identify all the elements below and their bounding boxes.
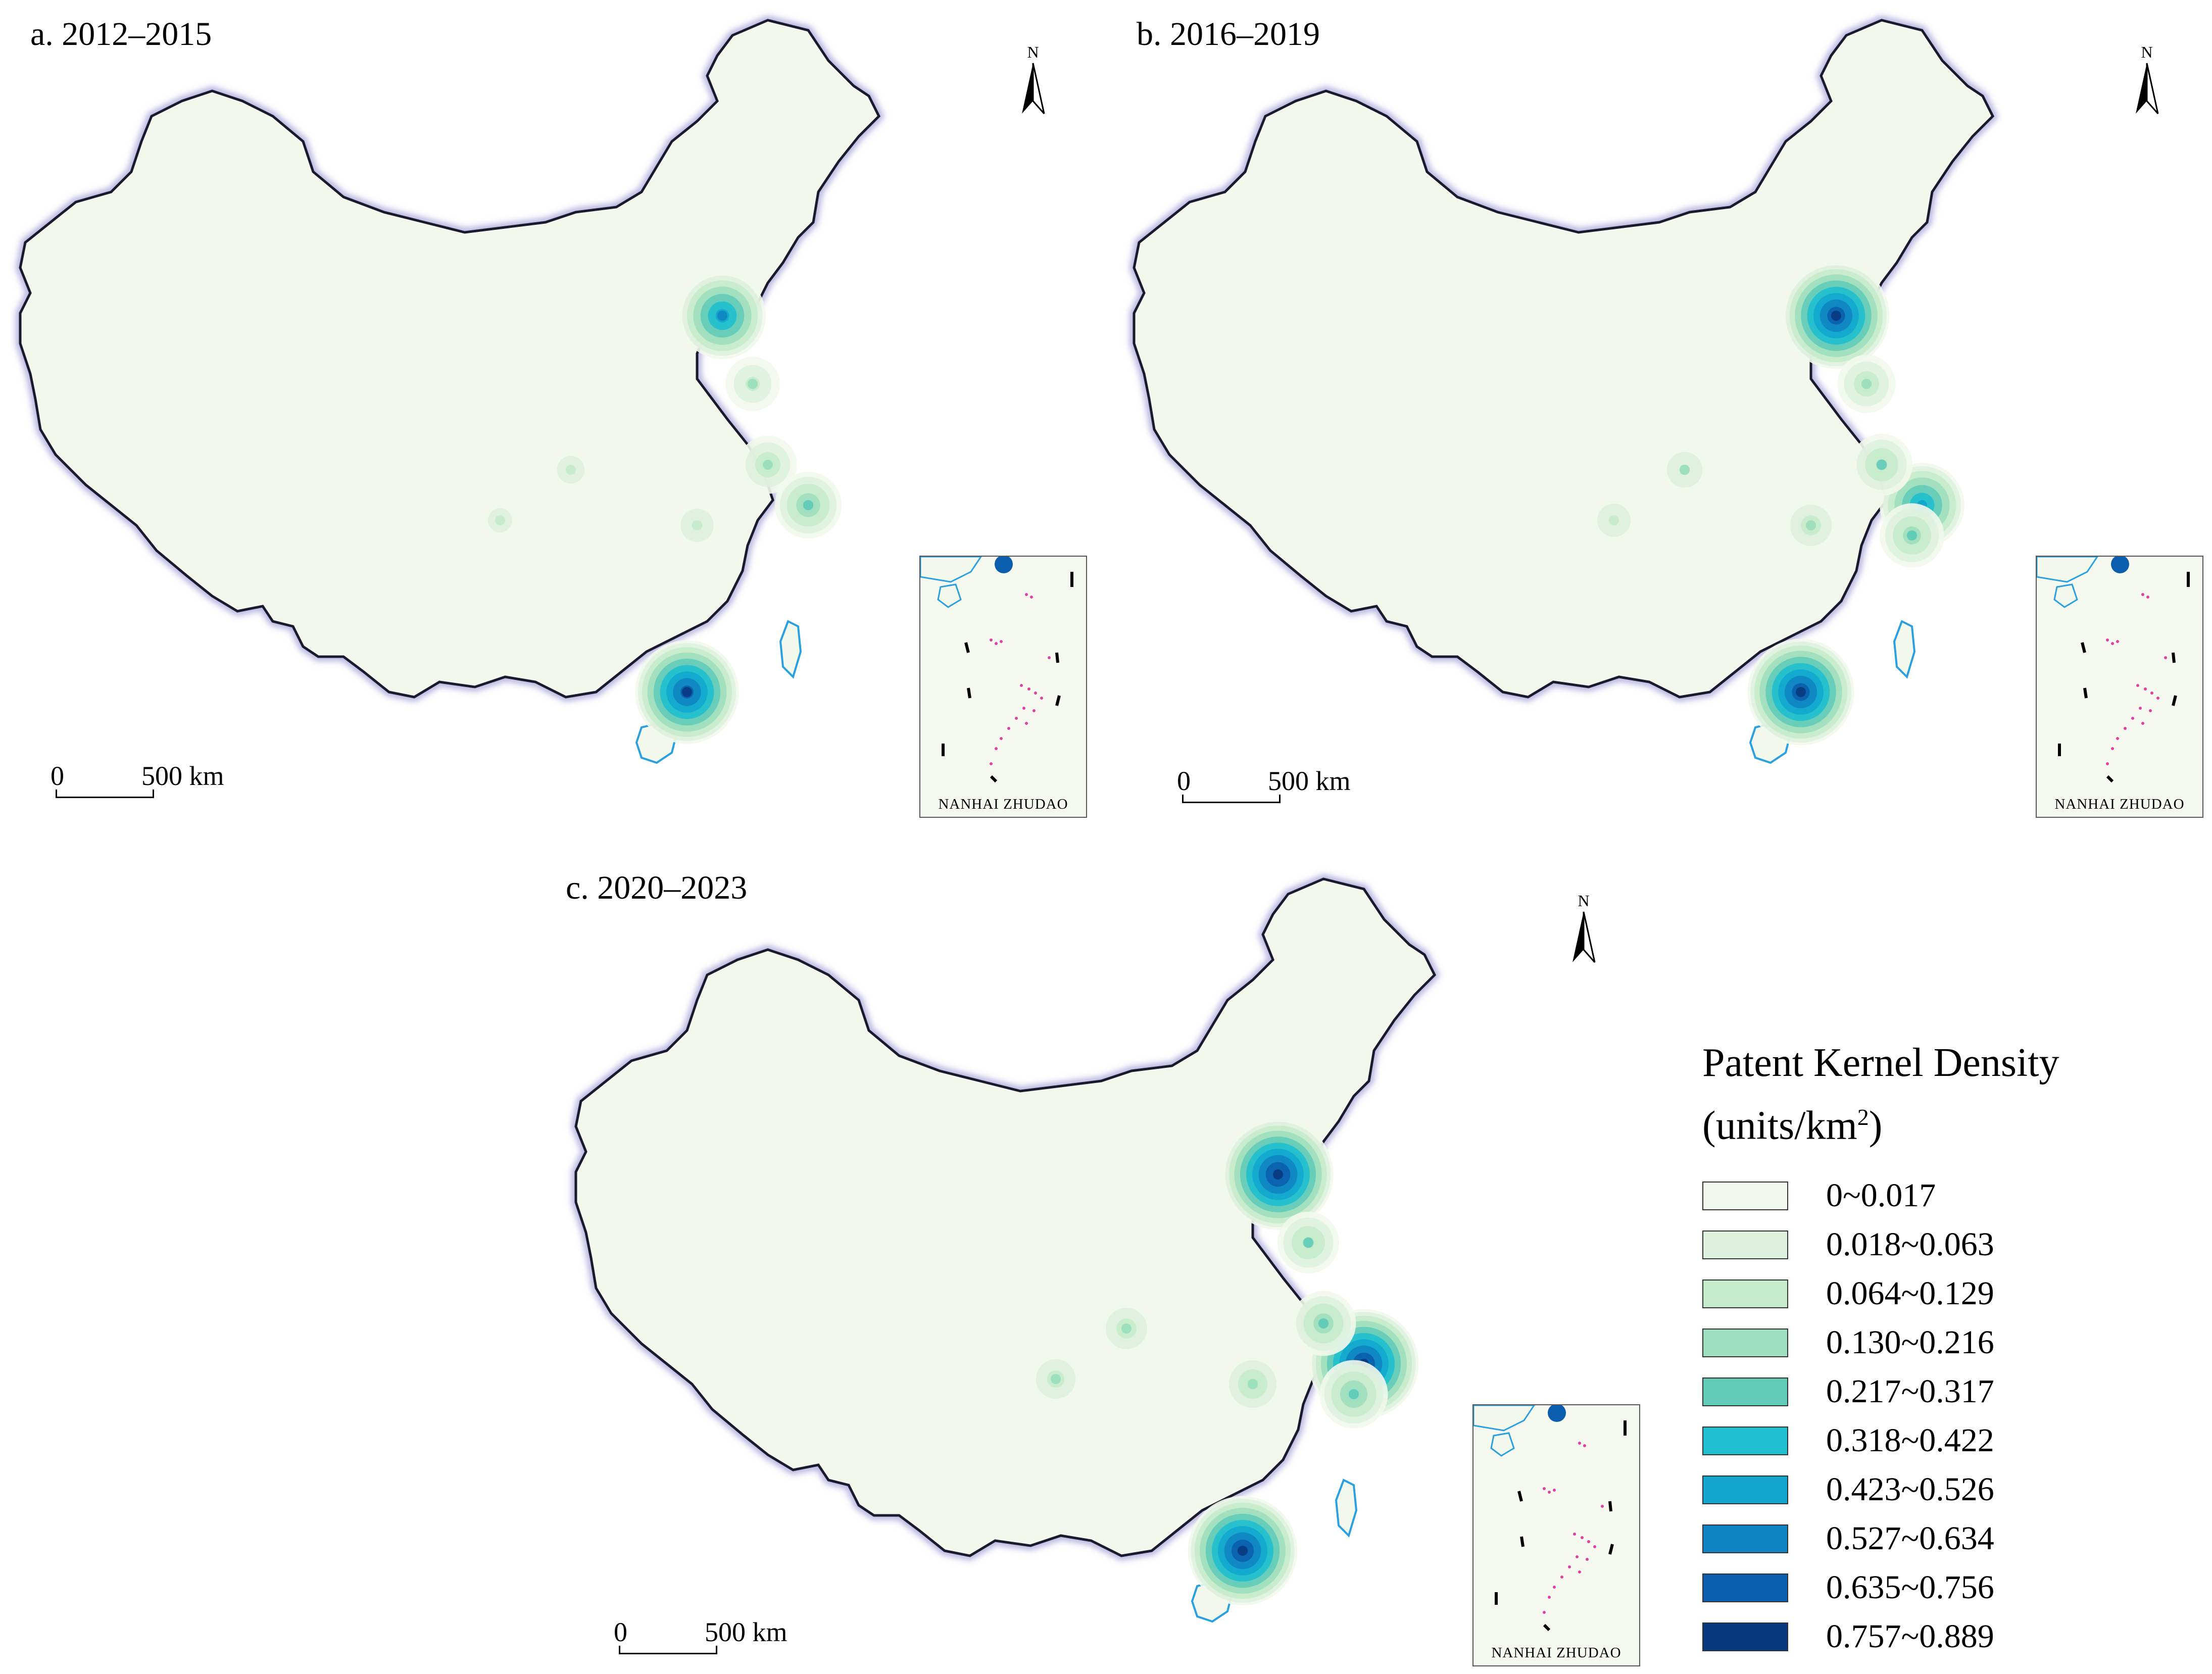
density-hotspot	[748, 379, 758, 389]
legend-item: 0.018~0.063	[1702, 1220, 2157, 1269]
panel-title-a: a. 2012–2015	[30, 16, 212, 53]
density-hotspot	[1806, 520, 1816, 530]
legend-label: 0.635~0.756	[1826, 1569, 1994, 1606]
legend-label: 0.018~0.063	[1826, 1226, 1994, 1263]
south-china-sea-inset: NANHAI ZHUDAO	[2036, 556, 2203, 818]
legend-swatch	[1702, 1181, 1788, 1210]
legend-swatch	[1702, 1377, 1788, 1406]
legend-swatch	[1702, 1475, 1788, 1504]
legend-item: 0.217~0.317	[1702, 1367, 2157, 1416]
legend-swatch	[1702, 1573, 1788, 1602]
map-panel-a	[20, 20, 879, 764]
north-arrow-icon: N	[1018, 43, 1048, 119]
legend-title-line2: (units/km2)	[1702, 1103, 1883, 1148]
density-hotspot	[1121, 1323, 1132, 1334]
map-panel-b	[1134, 20, 1993, 764]
density-hotspot	[1861, 379, 1872, 389]
scale-bar: 0 500 km	[604, 1616, 788, 1662]
density-hotspot	[692, 520, 702, 530]
map-panel-c	[576, 879, 1435, 1622]
legend-item: 0.635~0.756	[1702, 1563, 2157, 1612]
south-china-sea-inset: NANHAI ZHUDAO	[919, 556, 1087, 818]
scale-end-label: 500 km	[705, 1617, 788, 1647]
legend-title: Patent Kernel Density (units/km2)	[1702, 1036, 2157, 1153]
density-hotspot	[1273, 1169, 1283, 1179]
legend-label: 0.130~0.216	[1826, 1324, 1994, 1361]
density-hotspot	[1303, 1238, 1313, 1248]
legend-label: 0~0.017	[1826, 1177, 1936, 1214]
legend-label: 0.757~0.889	[1826, 1618, 1994, 1655]
scale-end-label: 500 km	[1268, 766, 1351, 796]
scale-bar: 0 500 km	[40, 760, 224, 806]
legend-label: 0.064~0.129	[1826, 1275, 1994, 1312]
density-hotspot	[682, 687, 692, 697]
density-hotspot	[1877, 460, 1887, 470]
density-hotspot	[1248, 1379, 1258, 1389]
north-arrow-icon: N	[1568, 892, 1599, 967]
legend: Patent Kernel Density (units/km2) 0~0.01…	[1702, 1036, 2157, 1661]
scale-bar: 0 500 km	[1167, 765, 1351, 811]
legend-item: 0.064~0.129	[1702, 1269, 2157, 1318]
legend-swatch	[1702, 1622, 1788, 1651]
north-label: N	[1578, 892, 1590, 910]
density-hotspot	[495, 515, 505, 525]
density-hotspot	[1318, 1318, 1329, 1328]
density-hotspot	[1831, 311, 1841, 321]
legend-label: 0.318~0.422	[1826, 1422, 1994, 1459]
legend-title-line1: Patent Kernel Density	[1702, 1041, 2059, 1085]
density-hotspot	[1349, 1389, 1359, 1399]
density-hotspot	[1609, 515, 1619, 525]
inset-caption: NANHAI ZHUDAO	[938, 796, 1068, 812]
inset-caption: NANHAI ZHUDAO	[2054, 796, 2185, 812]
legend-swatch	[1702, 1524, 1788, 1553]
legend-item: 0.527~0.634	[1702, 1514, 2157, 1563]
legend-item: 0~0.017	[1702, 1171, 2157, 1220]
legend-swatch	[1702, 1328, 1788, 1357]
density-hotspot	[803, 500, 813, 510]
legend-label: 0.217~0.317	[1826, 1373, 1994, 1410]
density-hotspot	[1051, 1374, 1061, 1384]
scale-start-label: 0	[1177, 766, 1191, 796]
legend-swatch	[1702, 1230, 1788, 1259]
legend-item: 0.423~0.526	[1702, 1465, 2157, 1514]
density-hotspot	[566, 465, 576, 475]
legend-label: 0.527~0.634	[1826, 1520, 1994, 1557]
legend-item: 0.130~0.216	[1702, 1318, 2157, 1367]
legend-swatch	[1702, 1279, 1788, 1308]
density-hotspot	[1680, 465, 1690, 475]
north-arrow-icon: N	[2132, 43, 2162, 119]
scale-end-label: 500 km	[141, 761, 224, 791]
north-label: N	[2141, 43, 2153, 61]
south-china-sea-inset: NANHAI ZHUDAO	[1472, 1404, 1640, 1666]
legend-swatch	[1702, 1426, 1788, 1455]
density-hotspot	[1238, 1546, 1248, 1556]
density-hotspot	[1796, 687, 1806, 697]
legend-items: 0~0.017 0.018~0.063 0.064~0.129 0.130~0.216…	[1702, 1171, 2157, 1661]
scale-start-label: 0	[614, 1617, 627, 1647]
legend-item: 0.757~0.889	[1702, 1612, 2157, 1661]
scale-start-label: 0	[51, 761, 64, 791]
panel-title-c: c. 2020–2023	[566, 869, 748, 906]
density-hotspot	[717, 311, 727, 321]
density-hotspot	[763, 460, 773, 470]
legend-item: 0.318~0.422	[1702, 1416, 2157, 1465]
north-label: N	[1027, 43, 1039, 61]
legend-label: 0.423~0.526	[1826, 1471, 1994, 1508]
inset-caption: NANHAI ZHUDAO	[1491, 1645, 1621, 1661]
panel-title-b: b. 2016–2019	[1137, 16, 1320, 53]
density-hotspot	[1907, 530, 1917, 540]
